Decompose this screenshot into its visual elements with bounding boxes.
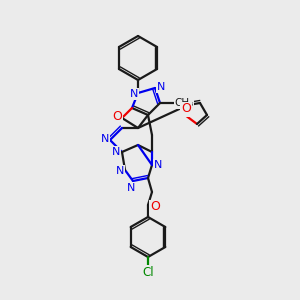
Text: N: N bbox=[130, 89, 138, 99]
Text: O: O bbox=[112, 110, 122, 124]
Text: N: N bbox=[101, 134, 109, 144]
Text: O: O bbox=[150, 200, 160, 214]
Text: N: N bbox=[157, 82, 165, 92]
Text: CH₃: CH₃ bbox=[174, 98, 194, 108]
Text: N: N bbox=[154, 160, 162, 170]
Text: N: N bbox=[112, 147, 120, 157]
Text: O: O bbox=[181, 103, 191, 116]
Text: Cl: Cl bbox=[142, 266, 154, 278]
Text: N: N bbox=[116, 166, 124, 176]
Text: N: N bbox=[127, 183, 135, 193]
